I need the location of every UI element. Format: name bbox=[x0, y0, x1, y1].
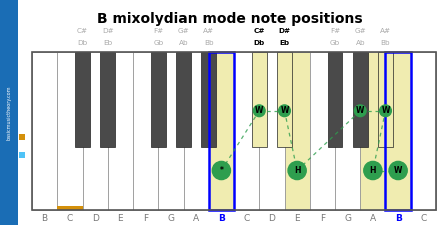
Bar bbox=[133, 52, 158, 210]
Text: A#: A# bbox=[380, 28, 391, 34]
Text: D#: D# bbox=[279, 28, 290, 34]
Circle shape bbox=[380, 105, 391, 117]
Text: F: F bbox=[320, 214, 325, 223]
Bar bbox=[19, 133, 25, 140]
Bar bbox=[108, 52, 133, 210]
Text: W: W bbox=[381, 106, 390, 115]
Text: W: W bbox=[394, 166, 402, 175]
Text: E: E bbox=[117, 214, 123, 223]
Text: G#: G# bbox=[178, 28, 189, 34]
Text: Ab: Ab bbox=[179, 40, 188, 46]
Text: Gb: Gb bbox=[330, 40, 340, 46]
Bar bbox=[252, 52, 267, 147]
Text: *: * bbox=[220, 166, 224, 175]
Bar bbox=[57, 206, 83, 210]
Bar bbox=[32, 52, 436, 210]
Text: G: G bbox=[344, 214, 351, 223]
Bar bbox=[353, 52, 367, 147]
Circle shape bbox=[279, 105, 290, 117]
Text: D: D bbox=[92, 214, 99, 223]
Text: Bb: Bb bbox=[204, 40, 213, 46]
Bar bbox=[234, 52, 259, 210]
Text: C#: C# bbox=[253, 28, 265, 34]
Text: B: B bbox=[395, 214, 402, 223]
Circle shape bbox=[288, 161, 306, 180]
Bar bbox=[285, 52, 310, 210]
Bar bbox=[360, 52, 385, 210]
Text: Ab: Ab bbox=[356, 40, 365, 46]
Text: C: C bbox=[67, 214, 73, 223]
Text: C#: C# bbox=[77, 28, 88, 34]
Text: W: W bbox=[255, 106, 264, 115]
Text: W: W bbox=[356, 106, 364, 115]
Bar bbox=[335, 52, 360, 210]
Bar bbox=[209, 52, 234, 210]
Bar bbox=[0, 0, 18, 225]
Bar bbox=[32, 52, 57, 210]
Text: D#: D# bbox=[102, 28, 114, 34]
Text: B mixolydian mode note positions: B mixolydian mode note positions bbox=[97, 12, 363, 26]
Text: Eb: Eb bbox=[279, 40, 290, 46]
Text: A: A bbox=[370, 214, 376, 223]
Text: F#: F# bbox=[153, 28, 163, 34]
Text: A#: A# bbox=[203, 28, 214, 34]
Bar bbox=[310, 52, 335, 210]
Bar bbox=[378, 52, 393, 147]
Circle shape bbox=[389, 161, 407, 180]
Bar bbox=[75, 52, 90, 147]
Bar bbox=[57, 52, 83, 210]
Circle shape bbox=[253, 105, 265, 117]
Text: G: G bbox=[167, 214, 174, 223]
Text: C: C bbox=[420, 214, 426, 223]
Text: G#: G# bbox=[354, 28, 366, 34]
Bar bbox=[19, 151, 25, 158]
Text: A: A bbox=[193, 214, 199, 223]
Text: Db: Db bbox=[77, 40, 88, 46]
Text: D: D bbox=[268, 214, 275, 223]
Text: H: H bbox=[294, 166, 301, 175]
Text: Gb: Gb bbox=[153, 40, 163, 46]
Bar bbox=[209, 52, 234, 210]
Text: basicmusictheory.com: basicmusictheory.com bbox=[7, 85, 11, 140]
Bar bbox=[83, 52, 108, 210]
Text: C: C bbox=[243, 214, 250, 223]
Text: Eb: Eb bbox=[103, 40, 112, 46]
Bar bbox=[259, 52, 285, 210]
Bar bbox=[158, 52, 183, 210]
Bar bbox=[100, 52, 115, 147]
Text: Bb: Bb bbox=[381, 40, 390, 46]
Text: W: W bbox=[280, 106, 289, 115]
Text: B: B bbox=[218, 214, 225, 223]
Text: H: H bbox=[370, 166, 376, 175]
Bar bbox=[151, 52, 165, 147]
Text: B: B bbox=[41, 214, 48, 223]
Bar bbox=[202, 52, 216, 147]
Circle shape bbox=[354, 105, 366, 117]
Bar bbox=[385, 52, 411, 210]
Text: F: F bbox=[143, 214, 148, 223]
Bar bbox=[328, 52, 342, 147]
Bar bbox=[277, 52, 292, 147]
Text: F#: F# bbox=[330, 28, 340, 34]
Bar bbox=[183, 52, 209, 210]
Bar bbox=[385, 52, 411, 210]
Bar bbox=[176, 52, 191, 147]
Bar bbox=[411, 52, 436, 210]
Circle shape bbox=[364, 161, 382, 180]
Text: E: E bbox=[294, 214, 300, 223]
Circle shape bbox=[212, 161, 231, 180]
Text: Db: Db bbox=[253, 40, 265, 46]
